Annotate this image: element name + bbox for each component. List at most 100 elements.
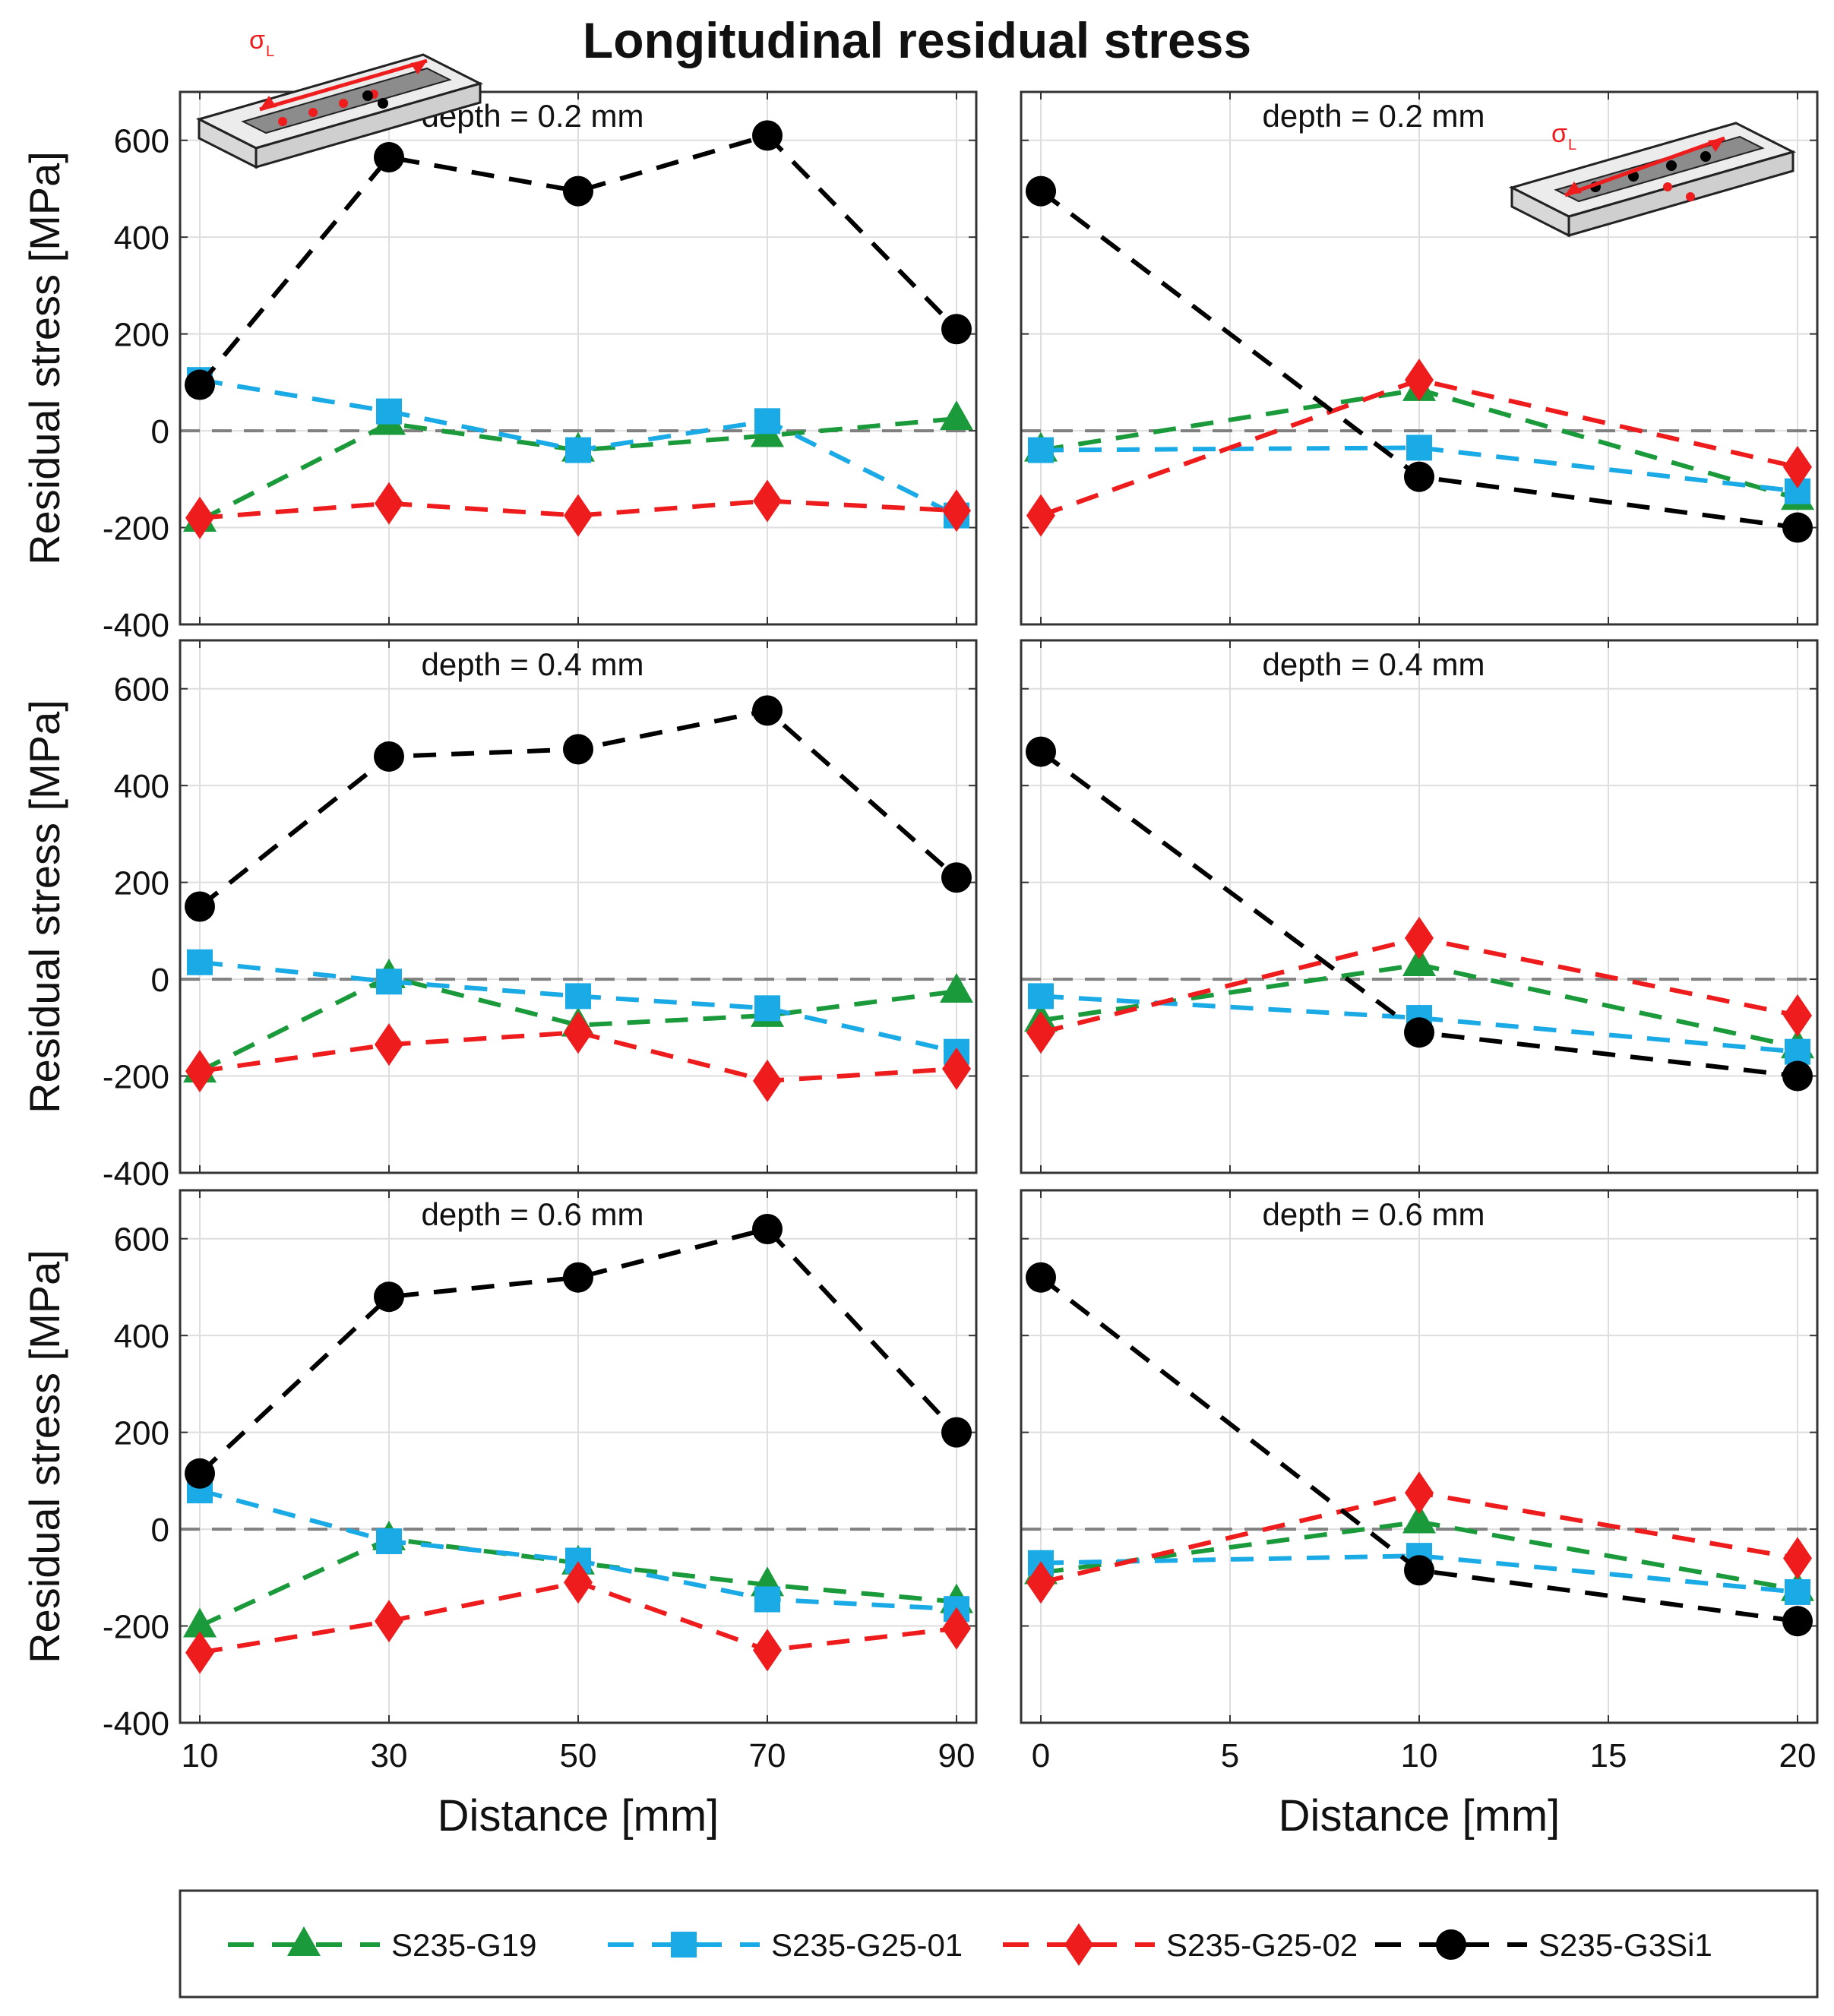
data-point-S235-G25-02 (1405, 359, 1434, 402)
data-point-S235-G25-01 (187, 949, 213, 975)
data-point-S235-G25-02 (564, 1011, 593, 1054)
data-point-S235-G25-01 (376, 1528, 402, 1555)
data-point-S235-G25-02 (1405, 916, 1434, 959)
data-point-S235-G19 (1402, 946, 1436, 976)
x-tick-label: 10 (182, 1737, 219, 1774)
series-line-S235-G3Si1 (198, 132, 959, 387)
legend-label: S235-G25-01 (771, 1927, 963, 1963)
data-point-S235-G25-02 (564, 1561, 593, 1604)
data-point-S235-G3Si1 (941, 1417, 972, 1448)
measurement-point (362, 90, 373, 101)
legend-label: S235-G25-02 (1166, 1927, 1358, 1963)
y-axis-label: Residual stress [MPa] (21, 700, 68, 1114)
data-point-S235-G25-02 (942, 1047, 971, 1090)
x-tick-label: 50 (560, 1737, 597, 1774)
data-point-S235-G3Si1 (1026, 1262, 1056, 1293)
plate-front (1567, 150, 1794, 237)
panel-title: depth = 0.6 mm (1263, 1196, 1485, 1232)
series-line-S235-G25-02 (199, 498, 957, 520)
legend-box (179, 1889, 1819, 1999)
data-point-S235-G3Si1 (1782, 512, 1813, 543)
arrow-head-icon (1708, 138, 1725, 152)
data-point-S235-G25-02 (1783, 445, 1812, 488)
panel-title: depth = 0.4 mm (1263, 646, 1485, 682)
data-point-S235-G25-02 (753, 1059, 782, 1102)
y-tick-label: 200 (114, 317, 169, 354)
legend-item-S235-G25-02: S235-G25-02 (1003, 1923, 1358, 1966)
data-point-S235-G3Si1 (1782, 1606, 1813, 1637)
x-tick-label: 90 (938, 1737, 975, 1774)
arrow-head-icon (410, 61, 427, 74)
figure-title: Longitudinal residual stress (583, 12, 1251, 68)
insets: σ Lσ L (195, 26, 1797, 238)
data-point-S235-G25-01 (754, 408, 780, 434)
data-point-S235-G25-02 (1026, 1011, 1055, 1054)
chart-panel-3: depth = 0.4 mm -400 -200 0 200 400 600 Residual… (21, 639, 978, 1193)
y-tick-label: 400 (114, 768, 169, 805)
data-point-S235-G3Si1 (1404, 1555, 1434, 1586)
panel-title: depth = 0.4 mm (422, 646, 644, 682)
y-tick-label: -200 (103, 510, 169, 548)
y-tick-label: -200 (103, 1059, 169, 1096)
series-line-S235-G3Si1 (198, 1226, 959, 1475)
sigma-subscript: L (266, 43, 274, 60)
series-line-S235-G25-01 (1040, 445, 1798, 494)
data-point-S235-G3Si1 (185, 369, 215, 400)
y-tick-label: 0 (151, 1512, 169, 1549)
legend-item-S235-G3Si1: S235-G3Si1 (1375, 1927, 1712, 1963)
data-point-S235-G25-01 (376, 969, 402, 995)
data-point-S235-G25-02 (375, 1023, 403, 1066)
data-point-S235-G19 (940, 973, 973, 1003)
data-point-S235-G25-02 (942, 1607, 971, 1650)
data-point-S235-G3Si1 (185, 891, 215, 922)
y-tick-label: -400 (103, 607, 169, 644)
measurement-point (1700, 151, 1711, 162)
data-point-S235-G3Si1 (185, 1458, 215, 1489)
data-point-S235-G19 (940, 400, 973, 431)
data-point-S235-G3Si1 (1026, 175, 1056, 207)
data-point-S235-G25-01 (565, 983, 591, 1010)
data-point-S235-G3Si1 (941, 862, 972, 893)
data-point-S235-G3Si1 (374, 1281, 404, 1313)
legend-marker (1064, 1923, 1093, 1966)
data-point-S235-G25-02 (375, 482, 403, 525)
data-point-S235-G25-01 (754, 995, 780, 1022)
legend-item-S235-G19: S235-G19 (228, 1926, 536, 1963)
data-point-S235-G3Si1 (563, 734, 593, 765)
series-line-S235-G25-01 (1040, 994, 1798, 1054)
data-point-S235-G25-02 (1783, 1537, 1812, 1580)
data-point-S235-G25-02 (564, 494, 593, 537)
data-point-S235-G25-01 (1028, 983, 1054, 1010)
panel-title: depth = 0.2 mm (1263, 98, 1485, 134)
chart-panel-1: depth = 0.2 mm-400-2000200400600Residual… (21, 90, 978, 644)
data-point-S235-G25-02 (942, 489, 971, 532)
y-tick-label: -400 (103, 1705, 169, 1743)
measurement-point (339, 99, 348, 108)
y-axis-label: Residual stress [MPa] (21, 151, 68, 565)
stress-arrow (1564, 136, 1725, 197)
data-point-S235-G3Si1 (1782, 1060, 1813, 1092)
sigma-label: σ (249, 26, 265, 55)
plot-frame (179, 90, 978, 626)
legend-item-S235-G25-01: S235-G25-01 (608, 1927, 963, 1963)
chart-panel-4: depth = 0.4 mm (1020, 639, 1819, 1174)
y-tick-label: 0 (151, 413, 169, 450)
data-point-S235-G19 (183, 1607, 217, 1638)
data-point-S235-G3Si1 (752, 120, 783, 151)
data-point-S235-G3Si1 (1026, 736, 1056, 767)
stress-arrow (259, 58, 428, 112)
x-tick-label: 30 (371, 1737, 408, 1774)
measurement-point (1663, 182, 1672, 191)
data-point-S235-G25-02 (1405, 1471, 1434, 1515)
data-point-S235-G19 (1402, 1503, 1436, 1534)
measurement-point (1666, 160, 1677, 171)
data-point-S235-G25-02 (753, 1629, 782, 1672)
sigma-label: σ (1551, 119, 1567, 148)
plot-frame (179, 1189, 978, 1724)
data-point-S235-G3Si1 (752, 1213, 783, 1244)
plot-frame (179, 639, 978, 1174)
x-tick-label: 0 (1032, 1737, 1050, 1774)
